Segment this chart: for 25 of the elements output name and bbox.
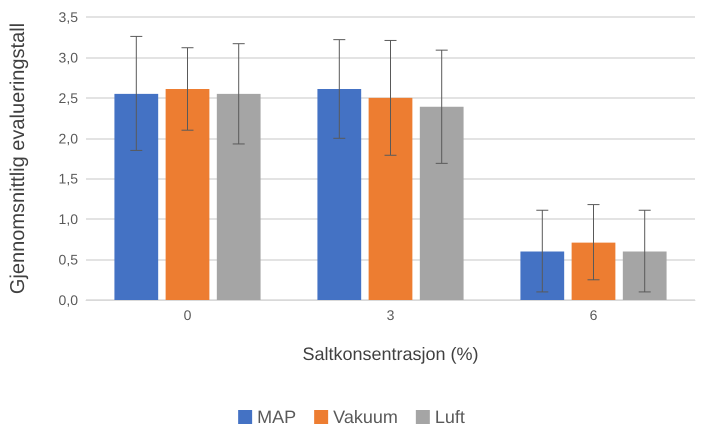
y-tick-label: 1,0: [58, 211, 78, 228]
y-axis-title: Gjennomsnittlig evalueringstall: [7, 22, 29, 294]
bar: [572, 242, 616, 300]
bar: [216, 94, 261, 300]
x-tick-label: 0: [184, 307, 192, 323]
bar: [622, 251, 667, 300]
x-axis-title: Saltkonsentrasjon (%): [302, 344, 479, 364]
legend-label: MAP: [257, 407, 296, 427]
y-tick-label: 2,5: [58, 90, 78, 106]
y-tick-label: 3,0: [58, 49, 78, 66]
legend-label: Vakuum: [333, 407, 398, 427]
bar: [166, 88, 210, 300]
y-tick-label: 0,5: [58, 252, 78, 268]
y-tick-label: 2,0: [58, 130, 78, 146]
legend-label: Luft: [434, 407, 465, 427]
bar: [368, 98, 412, 300]
x-tick-label: 6: [590, 307, 598, 323]
bar: [317, 88, 362, 300]
bar: [420, 106, 464, 300]
bar: [520, 251, 564, 300]
y-tick-label: 1,5: [58, 170, 78, 187]
y-tick-label: 3,5: [58, 9, 78, 25]
x-tick-label: 3: [386, 307, 395, 323]
y-tick-label: 0,0: [58, 292, 78, 308]
bar: [114, 94, 158, 300]
